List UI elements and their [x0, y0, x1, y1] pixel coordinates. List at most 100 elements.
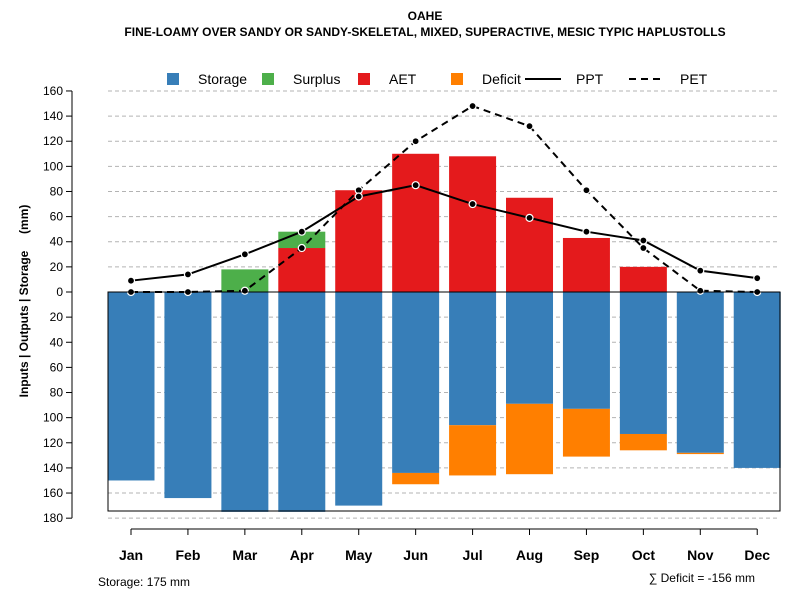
- deficit-bar: [619, 433, 667, 451]
- ppt-point: [297, 227, 306, 236]
- x-tick-label: Oct: [632, 547, 656, 563]
- ppt-point: [411, 181, 420, 190]
- pet-point: [411, 137, 420, 146]
- deficit-bar: [676, 452, 724, 455]
- ppt-point: [582, 227, 591, 236]
- storage-note: Storage: 175 mm: [98, 575, 190, 589]
- x-tick-label: May: [345, 547, 372, 563]
- aet-bar: [335, 190, 383, 292]
- deficit-bar: [449, 425, 497, 476]
- ppt-point: [354, 192, 363, 201]
- x-tick-label: Feb: [175, 547, 200, 563]
- legend-label-ppt: PPT: [576, 71, 604, 87]
- pet-point: [468, 101, 477, 111]
- x-tick-label: Jun: [403, 547, 428, 563]
- pet-point: [639, 243, 648, 253]
- y-axis-label: Inputs | Outputs | Storage (mm): [17, 205, 31, 398]
- x-tick-label: Sep: [574, 547, 600, 563]
- storage-bar: [107, 292, 155, 481]
- aet-bar: [506, 197, 554, 292]
- ppt-point: [753, 274, 762, 283]
- pet-point: [297, 243, 306, 253]
- plot-border: [107, 291, 781, 512]
- y-tick-label: 60: [50, 360, 64, 374]
- bars: [107, 153, 781, 512]
- y-tick-label: 40: [50, 335, 64, 349]
- storage-bar: [335, 292, 383, 506]
- y-tick-label: 0: [56, 285, 63, 299]
- ppt-point: [183, 270, 193, 279]
- storage-bar: [164, 292, 212, 499]
- y-tick-label: 140: [43, 109, 63, 123]
- storage-bar: [506, 292, 554, 404]
- y-tick-label: 100: [43, 159, 63, 173]
- storage-bar: [278, 292, 326, 512]
- x-tick-label: Jan: [119, 547, 143, 563]
- deficit-bar: [562, 408, 610, 457]
- aet-bar: [392, 153, 440, 292]
- aet-bar: [619, 266, 667, 292]
- y-tick-label: 180: [43, 511, 63, 525]
- y-tick-label: 100: [43, 411, 63, 425]
- pet-point: [240, 286, 249, 295]
- legend: Storage Surplus AET Deficit PPT PET: [167, 71, 708, 87]
- y-tick-label: 80: [50, 184, 64, 198]
- ppt-point: [696, 266, 705, 275]
- y-tick-label: 20: [50, 310, 64, 324]
- x-tick-label: Dec: [744, 547, 770, 563]
- storage-bar: [676, 292, 724, 453]
- legend-label-surplus: Surplus: [293, 71, 340, 87]
- ppt-line: [130, 184, 758, 282]
- ppt-point: [525, 213, 534, 222]
- y-tick-label: 40: [50, 235, 64, 249]
- y-tick-label: 60: [50, 210, 64, 224]
- aet-bar: [562, 237, 610, 292]
- chart-title: OAHE: [408, 9, 443, 23]
- legend-label-storage: Storage: [198, 71, 247, 87]
- x-tick-label: Apr: [290, 547, 315, 563]
- aet-bar: [278, 248, 326, 292]
- y-tick-label: 120: [43, 436, 63, 450]
- pet-point: [582, 186, 591, 195]
- legend-swatch-aet: [358, 73, 370, 85]
- surplus-bar: [221, 269, 269, 292]
- x-tick-label: Nov: [687, 547, 714, 563]
- x-tick-label: Mar: [232, 547, 257, 563]
- deficit-note: ∑ Deficit = -156 mm: [649, 571, 755, 585]
- storage-bar: [221, 292, 269, 512]
- aet-bar: [449, 156, 497, 292]
- storage-bar: [733, 292, 781, 468]
- y-tick-label: 160: [43, 486, 63, 500]
- storage-bar: [562, 292, 610, 409]
- series-lines: [126, 101, 762, 297]
- x-tick-label: Jul: [462, 547, 482, 563]
- ppt-point: [639, 236, 648, 245]
- pet-point: [696, 286, 705, 295]
- x-axis: Jan Feb Mar Apr May Jun Jul Aug Sep Oct Nov Dec: [119, 528, 770, 563]
- ppt-point: [240, 250, 249, 259]
- y-tick-label: 80: [50, 386, 64, 400]
- legend-swatch-surplus: [262, 73, 274, 85]
- y-tick-label: 20: [50, 260, 64, 274]
- ppt-point: [468, 199, 477, 209]
- deficit-bar: [392, 472, 440, 485]
- pet-line: [131, 104, 758, 293]
- pet-point: [525, 122, 534, 131]
- chart-subtitle: FINE-LOAMY OVER SANDY OR SANDY-SKELETAL,…: [124, 25, 725, 39]
- storage-bar: [392, 292, 440, 473]
- deficit-bar: [506, 403, 554, 475]
- legend-label-aet: AET: [389, 71, 417, 87]
- gridlines: [108, 90, 780, 519]
- y-tick-label: 140: [43, 461, 63, 475]
- legend-label-pet: PET: [680, 71, 708, 87]
- legend-label-deficit: Deficit: [482, 71, 521, 87]
- storage-bar: [449, 292, 497, 426]
- y-tick-label: 160: [43, 84, 63, 98]
- legend-swatch-storage: [167, 73, 179, 85]
- y-tick-label: 120: [43, 134, 63, 148]
- ppt-point: [126, 276, 136, 285]
- y-axis: 160 140 120 100 80 60 40 20 0 20 40 60 80 100 120 140 16…: [43, 84, 73, 525]
- x-tick-label: Aug: [516, 547, 543, 563]
- storage-bar: [619, 292, 667, 434]
